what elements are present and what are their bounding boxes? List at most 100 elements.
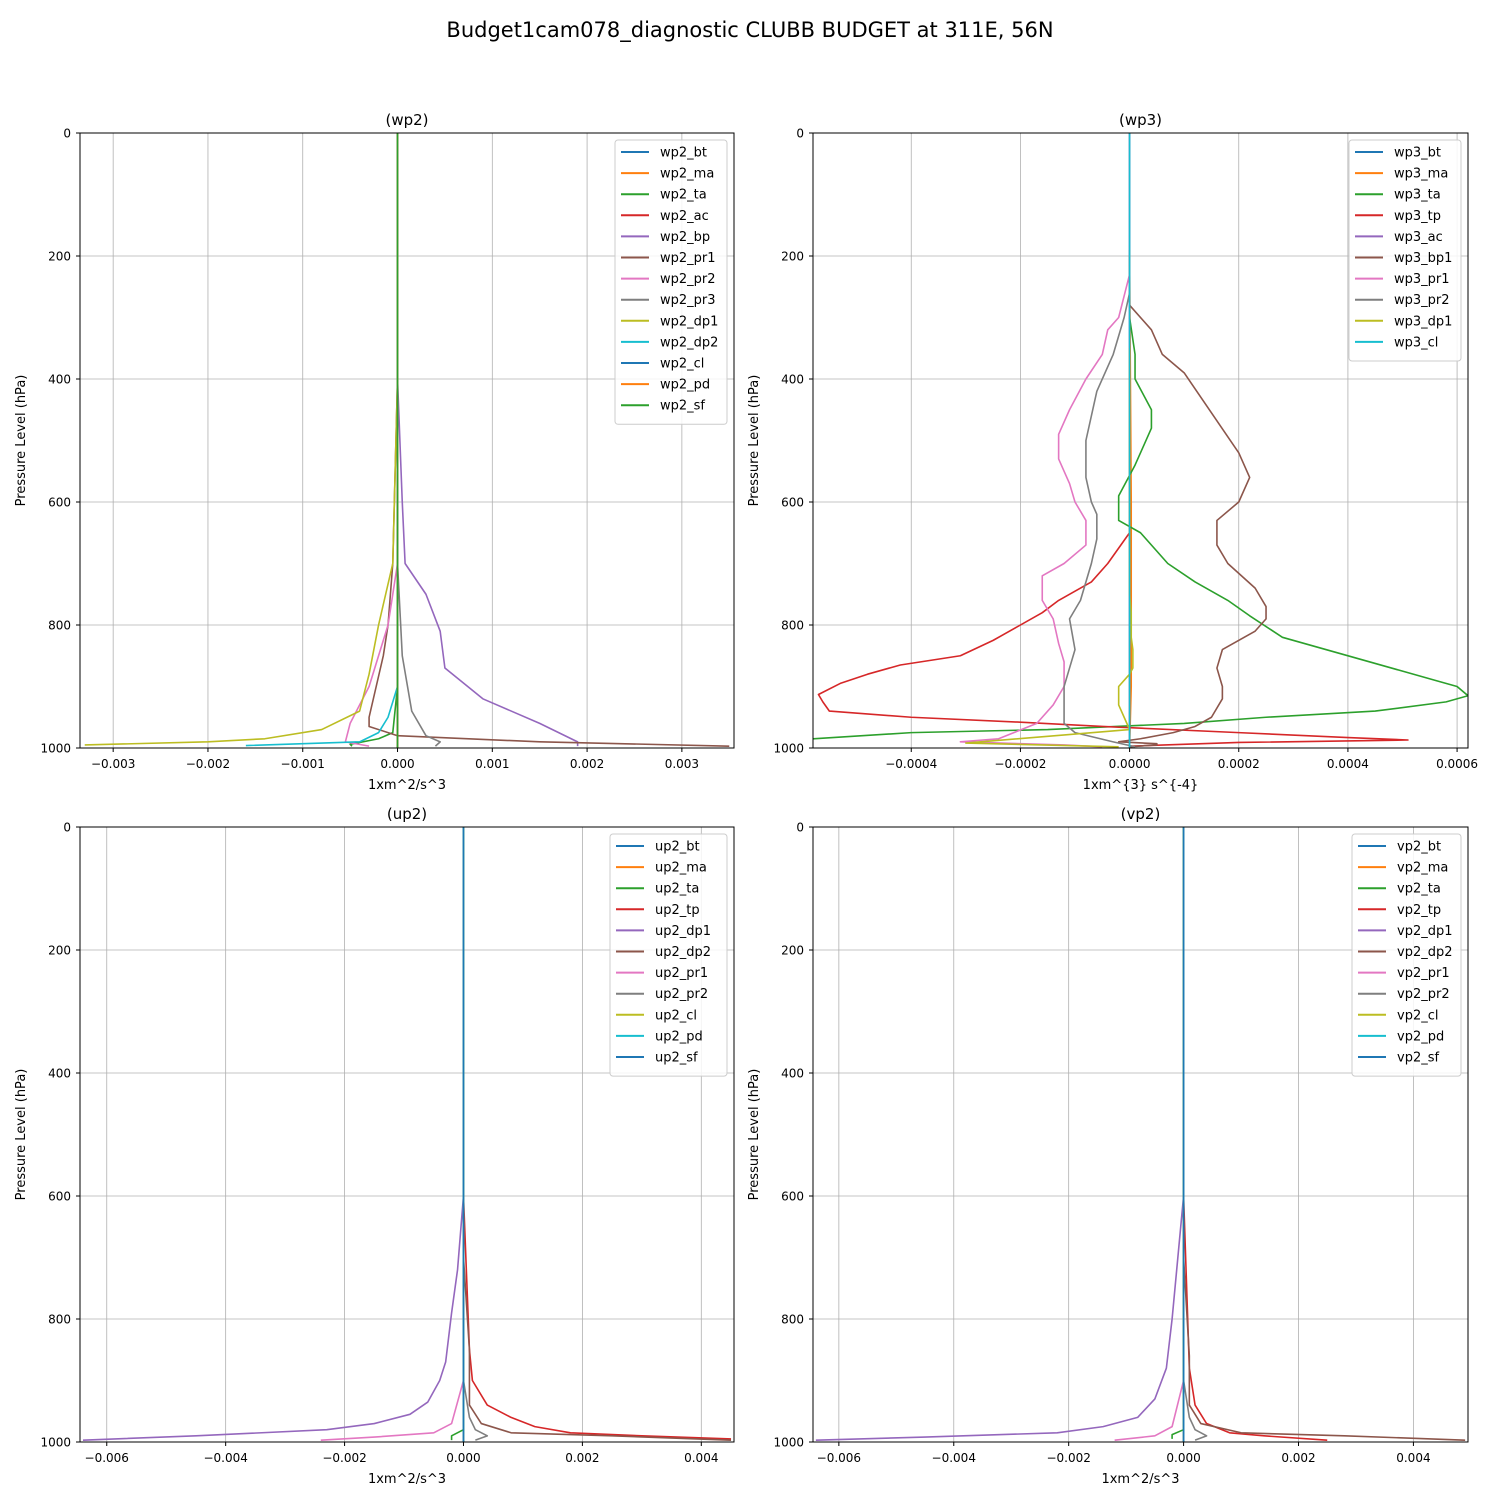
legend-label: vp2_sf [1397, 1051, 1439, 1066]
legend-label: wp2_pr2 [660, 272, 716, 287]
legend-label: vp2_tp [1397, 903, 1441, 918]
y-tick-label: 0 [63, 127, 71, 141]
legend-label: up2_cl [655, 1008, 697, 1023]
x-tick-label: 0.004 [684, 1451, 718, 1465]
series-line-up2_pr2 [462, 1380, 489, 1441]
legend-label: wp3_cl [1394, 335, 1438, 350]
x-tick-label: 0.002 [570, 757, 604, 771]
series-group [82, 827, 732, 1442]
legend-label: up2_pr1 [655, 966, 708, 981]
chart-title: (up2) [387, 805, 427, 823]
legend-label: vp2_cl [1397, 1008, 1438, 1023]
legend-label: vp2_pd [1397, 1029, 1444, 1044]
axes-frame [812, 826, 1469, 1443]
y-tick-label: 800 [781, 1313, 804, 1327]
series-group [813, 133, 1468, 748]
x-tick-label: −0.003 [91, 757, 135, 771]
y-tick-label: 1000 [40, 1436, 71, 1450]
axes-frame [812, 132, 1469, 749]
legend-box [614, 139, 728, 425]
x-tick-label: −0.001 [281, 757, 325, 771]
x-tick-label: −0.004 [203, 1451, 247, 1465]
legend-label: up2_tp [655, 903, 700, 918]
chart-panel-wp3: −0.0004 −0.0002 0.0000 0.0002 0.0004 0.0006 0 2… [747, 111, 1478, 793]
legend-label: wp2_ac [660, 209, 709, 224]
y-tick-label: 0 [796, 127, 804, 141]
legend-label: up2_ma [655, 861, 707, 876]
y-tick-label: 400 [48, 373, 71, 387]
series-line-vp2_dp2 [1182, 1257, 1466, 1441]
legend-label: wp3_ac [1394, 230, 1443, 245]
legend-label: up2_dp2 [655, 945, 711, 960]
x-tick-label: 0.004 [1396, 1451, 1430, 1465]
y-axis-label: Pressure Level (hPa) [747, 375, 762, 507]
x-tick-label: 0.0002 [1218, 757, 1260, 771]
legend-label: vp2_ma [1397, 861, 1448, 876]
x-tick-label: 0.000 [380, 757, 414, 771]
legend-label: wp3_bp1 [1394, 251, 1452, 266]
y-tick-label: 200 [781, 944, 804, 958]
series-line-up2_pr1 [320, 1380, 465, 1441]
x-tick-label: −0.006 [817, 1451, 861, 1465]
x-tick-label: 0.003 [665, 757, 699, 771]
legend-label: wp2_ta [660, 188, 707, 203]
y-tick-label: 800 [781, 619, 804, 633]
axes-frame [79, 132, 735, 749]
x-tick-label: −0.002 [186, 757, 230, 771]
legend-label: wp3_pr2 [1394, 293, 1450, 308]
legend: wp3_bt wp3_ma wp3_ta wp3_tp wp3_ac wp3_bp1 wp3… [1348, 139, 1462, 362]
legend-label: wp3_bt [1394, 146, 1441, 161]
legend-label: wp2_pr1 [660, 251, 716, 266]
x-tick-label: 0.0000 [1109, 757, 1151, 771]
legend-label: wp2_ma [660, 167, 714, 182]
x-tick-label: 0.000 [446, 1451, 480, 1465]
legend-label: wp3_dp1 [1394, 314, 1452, 329]
legend-label: wp2_cl [660, 357, 704, 372]
x-tick-label: −0.0004 [885, 757, 937, 771]
series-line-wp2_pr1 [368, 378, 730, 747]
legend-label: vp2_dp2 [1397, 945, 1453, 960]
series-line-wp2_pr3 [396, 563, 441, 747]
x-tick-label: 0.0006 [1436, 757, 1478, 771]
x-tick-label: −0.002 [322, 1451, 366, 1465]
x-axis-label: 1xm^2/s^3 [368, 778, 446, 793]
series-line-up2_dp2 [462, 1257, 732, 1441]
y-tick-label: 0 [63, 821, 71, 835]
legend-label: up2_bt [655, 840, 700, 855]
chart-panel-vp2: −0.006 −0.004 −0.002 0.000 0.002 0.004 0 200 400… [747, 805, 1469, 1487]
x-axis-label: 1xm^2/s^3 [1101, 1472, 1179, 1487]
y-tick-label: 600 [781, 1190, 804, 1204]
y-tick-label: 200 [48, 250, 71, 264]
chart-panel-up2: −0.006 −0.004 −0.002 0.000 0.002 0.004 0 200 400… [14, 805, 735, 1487]
legend: vp2_bt vp2_ma vp2_ta vp2_tp vp2_dp1 vp2_dp2vp… [1351, 833, 1462, 1077]
legend-label: wp2_dp1 [660, 314, 718, 329]
series-line-up2_dp1 [82, 1195, 465, 1441]
y-tick-label: 200 [48, 944, 71, 958]
series-line-wp3_ma [1128, 255, 1133, 748]
x-tick-label: −0.004 [932, 1451, 976, 1465]
series-line-wp2_dp1 [84, 378, 399, 746]
chart-title: (wp3) [1119, 111, 1162, 129]
legend-label: wp2_pr3 [660, 293, 716, 308]
legend-label: wp2_bt [660, 146, 707, 161]
y-tick-label: 600 [781, 496, 804, 510]
series-line-vp2_pr2 [1182, 1380, 1208, 1441]
series-line-wp2_bp [396, 378, 579, 747]
series-line-wp3_bp1 [1117, 304, 1267, 748]
legend-label: wp2_bp [660, 230, 710, 245]
series-line-wp3_pr1 [959, 274, 1131, 748]
series-group [84, 133, 730, 748]
x-tick-label: 0.000 [1166, 1451, 1200, 1465]
x-tick-label: 0.001 [475, 757, 509, 771]
legend-label: wp2_dp2 [660, 335, 718, 350]
panels: −0.003 −0.002 −0.001 0.000 0.001 0.002 0.003 0 2… [14, 111, 1478, 1487]
series-line-wp3_pr2 [1063, 249, 1136, 748]
legend-label: wp3_ta [1394, 188, 1441, 203]
y-tick-label: 400 [48, 1067, 71, 1081]
legend: up2_bt up2_ma up2_ta up2_tp up2_dp1 up2_dp2up… [609, 833, 728, 1077]
legend-label: vp2_pr2 [1397, 987, 1450, 1002]
y-tick-label: 400 [781, 1067, 804, 1081]
legend-label: vp2_bt [1397, 840, 1441, 855]
